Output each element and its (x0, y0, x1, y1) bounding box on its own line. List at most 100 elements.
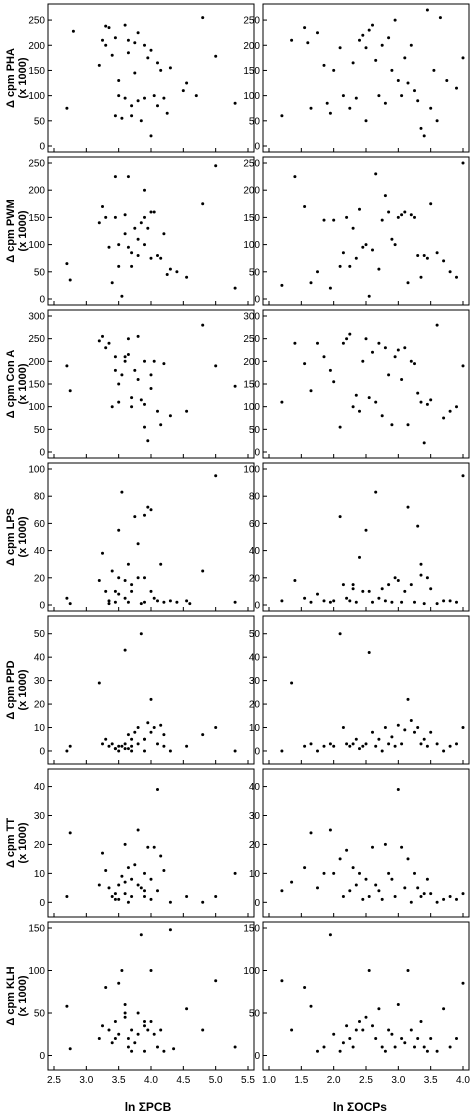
data-point-5-left (113, 897, 117, 901)
data-point-4-right (348, 744, 352, 748)
data-point-3-right (351, 587, 355, 591)
data-point-5-right (406, 857, 410, 861)
data-point-0-right (438, 16, 442, 20)
data-point-3-left (188, 602, 192, 606)
data-point-5-left (107, 886, 111, 890)
data-point-0-right (351, 61, 355, 65)
data-point-0-left (152, 94, 156, 98)
y-tick-label: 0 (254, 898, 260, 909)
y-tick-label: 100 (243, 240, 260, 251)
data-point-0-right (406, 81, 410, 85)
data-point-2-left (143, 359, 146, 363)
data-point-3-left (146, 505, 150, 509)
data-point-3-right (293, 579, 297, 582)
data-point-6-right (367, 969, 371, 972)
data-point-0-left (143, 96, 146, 100)
data-point-2-left (117, 382, 121, 386)
y-tick-label: 0 (254, 295, 260, 306)
data-point-3-left (126, 600, 130, 604)
data-point-5-right (403, 886, 407, 890)
data-point-6-left (162, 1049, 166, 1053)
data-point-3-right (345, 596, 349, 600)
data-point-6-right (358, 1020, 361, 1023)
data-point-3-right (380, 587, 384, 591)
data-point-6-left (136, 1011, 140, 1015)
data-point-1-right (351, 226, 355, 230)
data-point-6-right (419, 1020, 423, 1023)
data-point-6-right (422, 1045, 426, 1049)
data-point-2-left (123, 355, 127, 359)
data-point-1-left (110, 281, 114, 285)
data-point-3-left (117, 592, 121, 596)
y-tick-label: 250 (243, 159, 260, 170)
data-point-5-right (332, 871, 336, 875)
data-point-2-left (136, 378, 140, 381)
data-point-2-right (403, 346, 407, 350)
y-tick-label: 150 (243, 213, 260, 224)
ylabel-2: Δ cpm Con A(x 1000) (5, 350, 29, 419)
y-tick-label: 50 (249, 116, 261, 127)
data-point-6-left (117, 1032, 121, 1036)
data-point-0-left (101, 38, 104, 42)
y-tick-label: 150 (28, 924, 45, 935)
data-point-0-left (104, 43, 108, 47)
data-point-4-right (354, 737, 358, 741)
data-point-6-right (396, 1003, 400, 1006)
data-point-3-right (403, 589, 407, 593)
data-point-4-left (123, 742, 127, 746)
data-point-4-right (390, 735, 394, 739)
data-point-2-right (358, 409, 361, 413)
data-point-5-right (351, 866, 355, 870)
data-point-4-left (159, 723, 163, 727)
y-tick-label: 30 (249, 811, 261, 822)
data-point-3-right (406, 505, 410, 509)
data-point-5-left (214, 895, 218, 898)
panel-frame-1-left (47, 156, 255, 306)
y-tick-label: 0 (254, 746, 260, 757)
y-tick-label: 30 (34, 811, 46, 822)
data-point-6-right (371, 1024, 374, 1028)
data-point-2-right (377, 341, 381, 345)
data-point-3-left (101, 551, 104, 555)
data-point-2-right (396, 348, 400, 352)
ylabel-0: Δ cpm PHA(x 1000) (5, 48, 29, 108)
data-point-2-left (65, 364, 69, 368)
data-point-0-left (126, 38, 130, 42)
data-point-2-left (185, 409, 189, 413)
data-point-2-left (139, 398, 143, 402)
data-point-4-right (303, 744, 307, 748)
data-point-1-left (149, 256, 153, 260)
y-tick-label: 100 (243, 966, 260, 977)
data-point-1-right (429, 202, 433, 206)
data-point-1-right (422, 254, 426, 257)
data-point-5-left (146, 845, 150, 849)
panel-frame-6-right (262, 921, 470, 1071)
data-point-2-left (97, 339, 101, 343)
ylabel-line1: Δ cpm PHA (5, 48, 17, 108)
data-point-4-left (162, 744, 166, 748)
ylabel-line1: Δ cpm TT (5, 818, 17, 868)
data-point-2-left (104, 346, 108, 350)
data-point-5-left (149, 877, 153, 881)
data-point-2-left (130, 396, 134, 400)
data-point-3-left (65, 596, 69, 600)
data-point-1-left (143, 215, 146, 219)
data-point-6-right (409, 1028, 413, 1032)
y-tick-label: 40 (249, 782, 261, 793)
y-tick-label: 0 (39, 898, 45, 909)
data-point-6-right (390, 1032, 394, 1036)
data-point-0-left (117, 79, 121, 82)
data-point-4-right (374, 744, 378, 748)
data-point-6-right (425, 1049, 429, 1053)
data-point-5-left (143, 871, 146, 875)
data-point-3-right (413, 600, 416, 604)
panel-frame-5-right (262, 768, 470, 918)
data-point-0-left (146, 56, 150, 60)
data-point-4-left (139, 632, 143, 636)
data-point-3-right (393, 576, 397, 580)
data-point-6-left (146, 1028, 150, 1032)
data-point-1-left (162, 232, 166, 236)
data-point-2-right (332, 380, 336, 384)
data-point-6-right (448, 1045, 452, 1049)
data-point-2-right (422, 441, 426, 445)
